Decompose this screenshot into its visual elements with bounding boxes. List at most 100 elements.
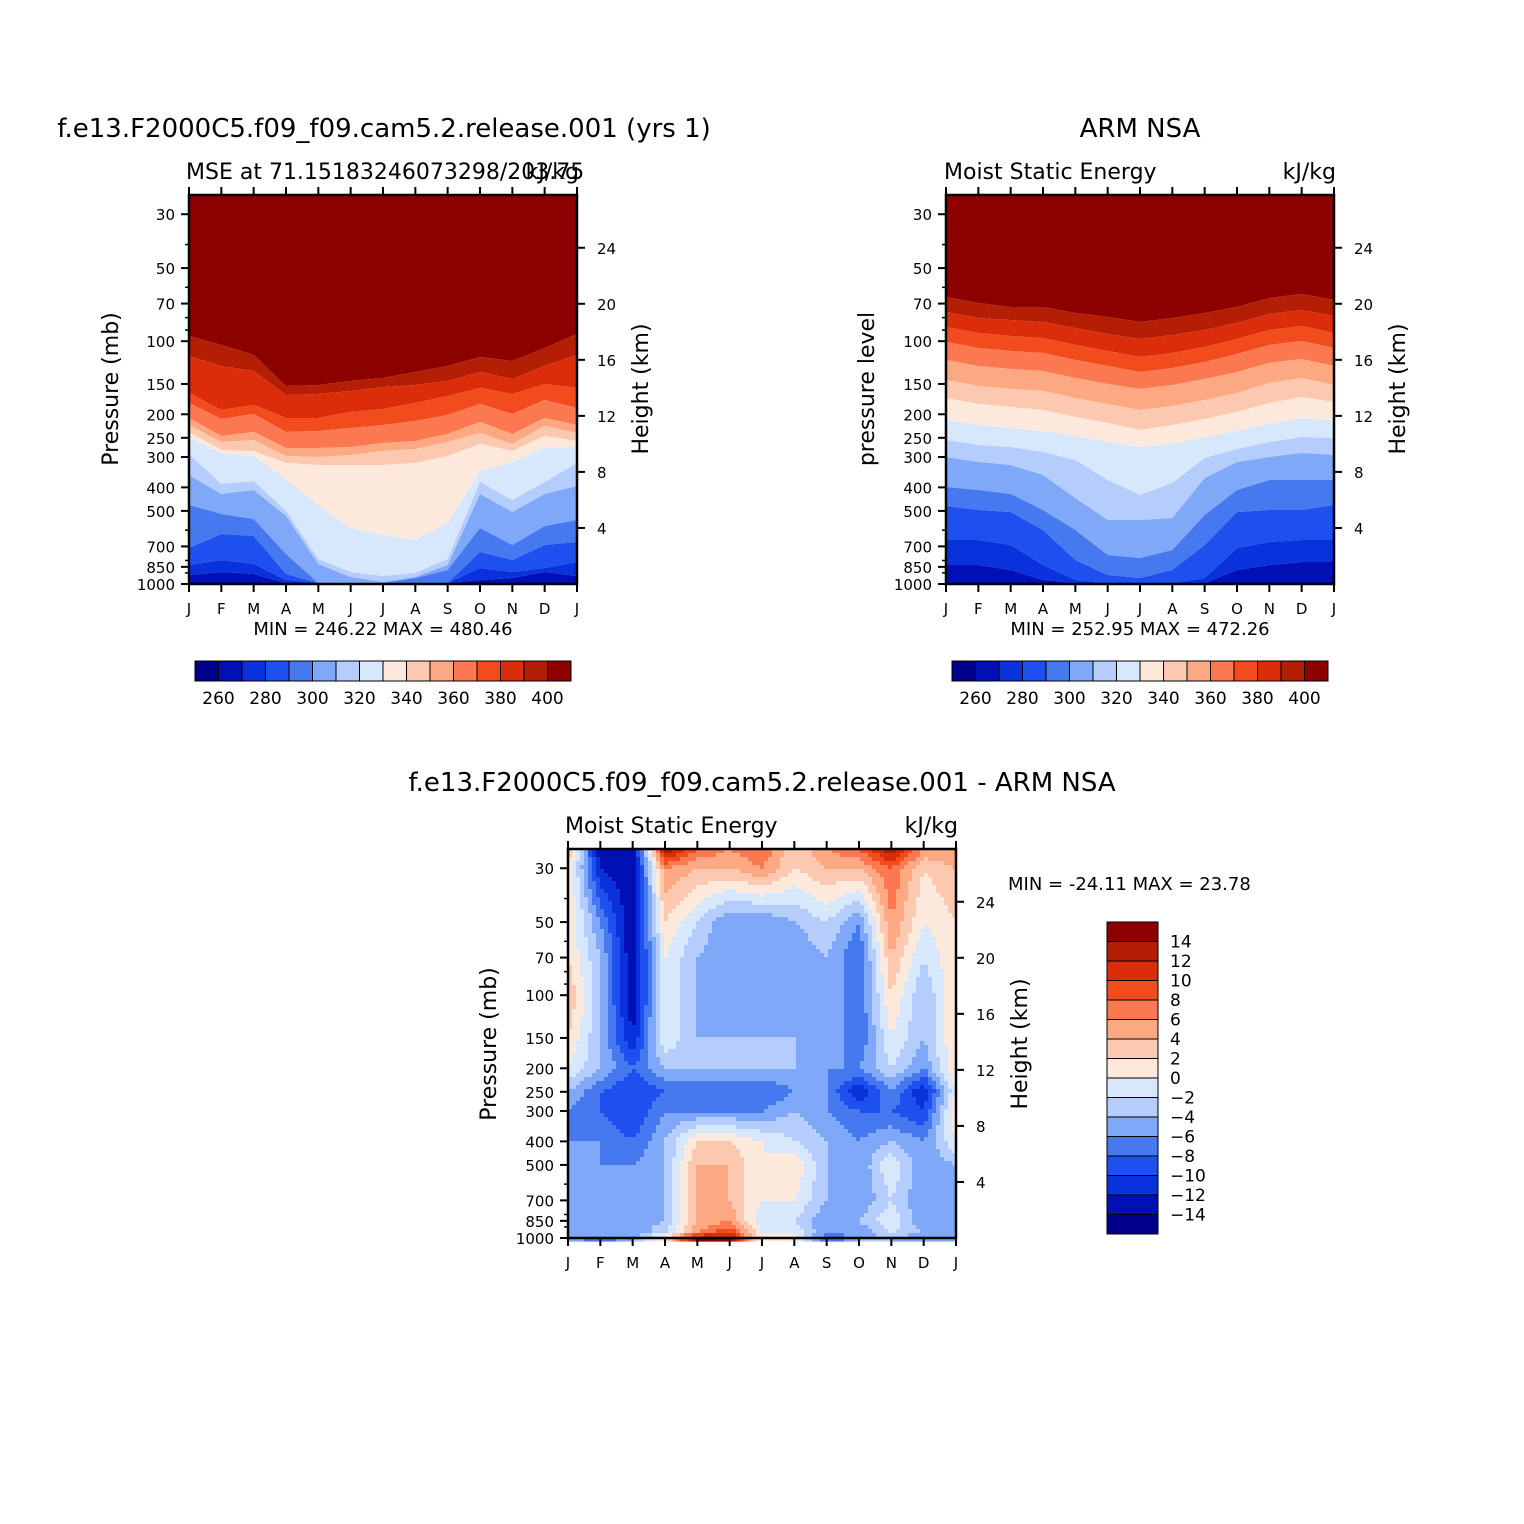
diff-cell <box>828 1037 833 1042</box>
diff-cell <box>644 989 649 994</box>
diff-cell <box>936 905 941 910</box>
diff-cell <box>624 913 629 918</box>
diff-cell <box>632 885 637 890</box>
diff-cell <box>856 885 861 890</box>
diff-cell <box>924 973 929 978</box>
diff-cell <box>640 849 645 854</box>
diff-cell <box>920 865 925 870</box>
diff-cell <box>604 953 609 958</box>
diff-cell <box>848 1013 853 1018</box>
diff-cell <box>688 1041 693 1046</box>
diff-cell <box>924 977 929 982</box>
diff-cell <box>612 861 617 866</box>
diff-cell <box>712 953 717 958</box>
diff-cell <box>676 865 681 870</box>
diff-cell <box>880 1025 885 1030</box>
diff-cell <box>784 929 789 934</box>
diff-cell <box>920 933 925 938</box>
diff-cell <box>724 981 729 986</box>
diff-cell <box>572 925 577 930</box>
diff-cell <box>884 989 889 994</box>
diff-cell <box>680 853 685 858</box>
diff-cell <box>720 861 725 866</box>
diff-cell <box>920 889 925 894</box>
diff-cell <box>936 981 941 986</box>
diff-cell <box>628 869 633 874</box>
diff-cell <box>728 1017 733 1022</box>
diff-cell <box>632 913 637 918</box>
diff-cell <box>760 1037 765 1042</box>
diff-cell <box>888 1025 893 1030</box>
diff-cell <box>756 1029 761 1034</box>
diff-cell <box>688 925 693 930</box>
diff-cell <box>880 953 885 958</box>
diff-cell <box>936 973 941 978</box>
diff-cell <box>656 861 661 866</box>
diff-cell <box>660 1001 665 1006</box>
diff-cell <box>796 1037 801 1042</box>
diff-cell <box>704 969 709 974</box>
diff-cell <box>948 933 953 938</box>
diff-cell <box>856 937 861 942</box>
diff-cell <box>816 881 821 886</box>
diff-cell <box>728 989 733 994</box>
p1-band-12 <box>189 534 577 583</box>
diff-cell <box>924 993 929 998</box>
diff-cell <box>620 857 625 862</box>
diff-cell <box>860 929 865 934</box>
diff-cell <box>616 1009 621 1014</box>
diff-cell <box>844 897 849 902</box>
diff-cell <box>696 857 701 862</box>
diff-cell <box>572 981 577 986</box>
diff-cell <box>592 965 597 970</box>
diff-cell <box>840 849 845 854</box>
diff-cell <box>820 929 825 934</box>
diff-cell <box>596 925 601 930</box>
diff-cell <box>740 993 745 998</box>
diff-cell <box>600 909 605 914</box>
diff-cell <box>908 1009 913 1014</box>
diff-cell <box>680 985 685 990</box>
diff-cell <box>660 1033 665 1038</box>
panel-model-title: f.e13.F2000C5.f09_f09.cam5.2.release.001… <box>57 114 711 144</box>
diff-cell <box>708 969 713 974</box>
diff-cell <box>728 1037 733 1042</box>
diff-cell <box>692 941 697 946</box>
y2-tick-label: 12 <box>597 408 616 426</box>
diff-cell <box>872 1009 877 1014</box>
diff-cell <box>808 985 813 990</box>
diff-cell <box>740 921 745 926</box>
diff-cell <box>900 997 905 1002</box>
diff-cell <box>888 925 893 930</box>
diff-cell <box>688 861 693 866</box>
diff-cell <box>716 1013 721 1018</box>
diff-cell <box>652 921 657 926</box>
diff-cell <box>908 889 913 894</box>
diff-cell <box>728 897 733 902</box>
diff-cell <box>948 869 953 874</box>
diff-cell <box>744 969 749 974</box>
diff-cell <box>908 961 913 966</box>
diff-cell <box>616 877 621 882</box>
diff-cell <box>804 1013 809 1018</box>
diff-cell <box>924 997 929 1002</box>
diff-cell <box>816 1021 821 1026</box>
diff-cell <box>916 885 921 890</box>
diff-cell <box>908 933 913 938</box>
diff-cell <box>944 1021 949 1026</box>
diff-cell <box>940 937 945 942</box>
diff-cell <box>848 929 853 934</box>
diff-cell <box>664 937 669 942</box>
diff-cell <box>764 1029 769 1034</box>
diff-cell <box>672 925 677 930</box>
diff-cell <box>872 857 877 862</box>
diff-cell <box>640 905 645 910</box>
diff-cell <box>792 857 797 862</box>
diff-cell <box>676 925 681 930</box>
diff-cell <box>740 881 745 886</box>
diff-cell <box>856 893 861 898</box>
diff-cell <box>792 1037 797 1042</box>
diff-cell <box>584 933 589 938</box>
diff-cell <box>808 1041 813 1046</box>
diff-cell <box>588 873 593 878</box>
